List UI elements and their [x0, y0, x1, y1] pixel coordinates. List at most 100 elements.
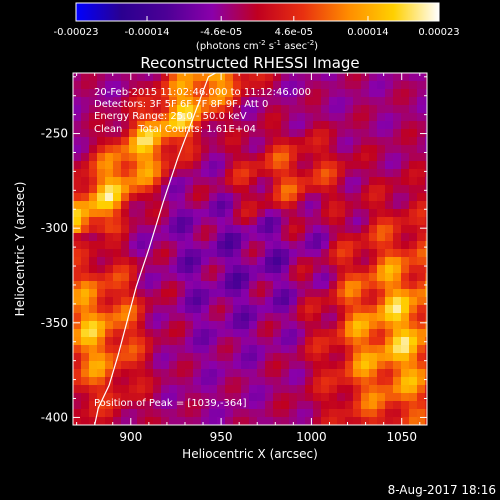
image-pixel	[201, 249, 209, 257]
image-pixel	[89, 281, 97, 289]
image-pixel	[225, 233, 233, 241]
image-pixel	[97, 145, 105, 153]
image-pixel	[401, 273, 409, 281]
image-pixel	[345, 89, 353, 97]
image-pixel	[209, 209, 217, 217]
image-pixel	[81, 193, 89, 201]
image-pixel	[361, 249, 369, 257]
image-pixel	[145, 217, 153, 225]
image-pixel	[273, 129, 281, 137]
image-pixel	[73, 345, 81, 353]
image-pixel	[385, 369, 393, 377]
image-pixel	[265, 161, 273, 169]
image-pixel	[329, 169, 337, 177]
image-pixel	[121, 273, 129, 281]
image-pixel	[177, 73, 185, 81]
image-pixel	[249, 417, 257, 425]
image-pixel	[313, 89, 321, 97]
image-pixel	[257, 361, 265, 369]
image-pixel	[225, 305, 233, 313]
image-pixel	[225, 417, 233, 425]
image-pixel	[137, 329, 145, 337]
image-pixel	[337, 89, 345, 97]
image-pixel	[297, 233, 305, 241]
image-pixel	[217, 217, 225, 225]
image-pixel	[417, 257, 425, 265]
image-pixel	[185, 313, 193, 321]
image-pixel	[321, 161, 329, 169]
image-pixel	[305, 329, 313, 337]
image-pixel	[201, 177, 209, 185]
image-pixel	[409, 233, 417, 241]
image-pixel	[113, 225, 121, 233]
image-pixel	[281, 241, 289, 249]
image-pixel	[209, 137, 217, 145]
image-pixel	[337, 225, 345, 233]
image-pixel	[321, 401, 329, 409]
image-pixel	[425, 241, 427, 249]
image-pixel	[313, 225, 321, 233]
image-pixel	[273, 265, 281, 273]
image-pixel	[369, 169, 377, 177]
image-pixel	[121, 377, 129, 385]
image-pixel	[401, 217, 409, 225]
image-pixel	[297, 121, 305, 129]
image-pixel	[137, 193, 145, 201]
image-pixel	[369, 161, 377, 169]
image-pixel	[201, 401, 209, 409]
image-pixel	[289, 73, 297, 81]
image-pixel	[137, 177, 145, 185]
image-pixel	[329, 137, 337, 145]
image-pixel	[337, 297, 345, 305]
image-pixel	[249, 129, 257, 137]
image-pixel	[257, 97, 265, 105]
image-pixel	[113, 289, 121, 297]
image-pixel	[217, 393, 225, 401]
image-pixel	[217, 241, 225, 249]
image-pixel	[233, 337, 241, 345]
image-pixel	[209, 73, 217, 81]
image-pixel	[281, 353, 289, 361]
image-pixel	[193, 361, 201, 369]
image-pixel	[209, 225, 217, 233]
image-pixel	[361, 145, 369, 153]
image-pixel	[225, 249, 233, 257]
image-pixel	[81, 161, 89, 169]
image-pixel	[193, 193, 201, 201]
image-pixel	[185, 81, 193, 89]
image-pixel	[105, 73, 113, 81]
image-pixel	[177, 257, 185, 265]
image-pixel	[97, 137, 105, 145]
image-pixel	[129, 217, 137, 225]
image-pixel	[217, 233, 225, 241]
image-pixel	[409, 97, 417, 105]
image-pixel	[377, 281, 385, 289]
image-pixel	[425, 249, 427, 257]
image-pixel	[257, 121, 265, 129]
image-pixel	[185, 201, 193, 209]
image-pixel	[305, 409, 313, 417]
image-pixel	[193, 273, 201, 281]
image-pixel	[201, 321, 209, 329]
y-axis-tick-label: -300	[41, 221, 68, 235]
image-pixel	[201, 201, 209, 209]
image-pixel	[153, 289, 161, 297]
image-pixel	[121, 97, 129, 105]
image-pixel	[249, 409, 257, 417]
image-pixel	[89, 417, 97, 425]
image-pixel	[73, 137, 81, 145]
image-pixel	[193, 145, 201, 153]
image-pixel	[345, 169, 353, 177]
image-pixel	[409, 137, 417, 145]
image-pixel	[137, 233, 145, 241]
image-pixel	[217, 361, 225, 369]
image-pixel	[233, 97, 241, 105]
image-pixel	[105, 297, 113, 305]
image-pixel	[153, 129, 161, 137]
image-pixel	[105, 137, 113, 145]
image-pixel	[113, 241, 121, 249]
image-pixel	[401, 233, 409, 241]
image-pixel	[169, 81, 177, 89]
image-pixel	[313, 289, 321, 297]
image-pixel	[417, 385, 425, 393]
